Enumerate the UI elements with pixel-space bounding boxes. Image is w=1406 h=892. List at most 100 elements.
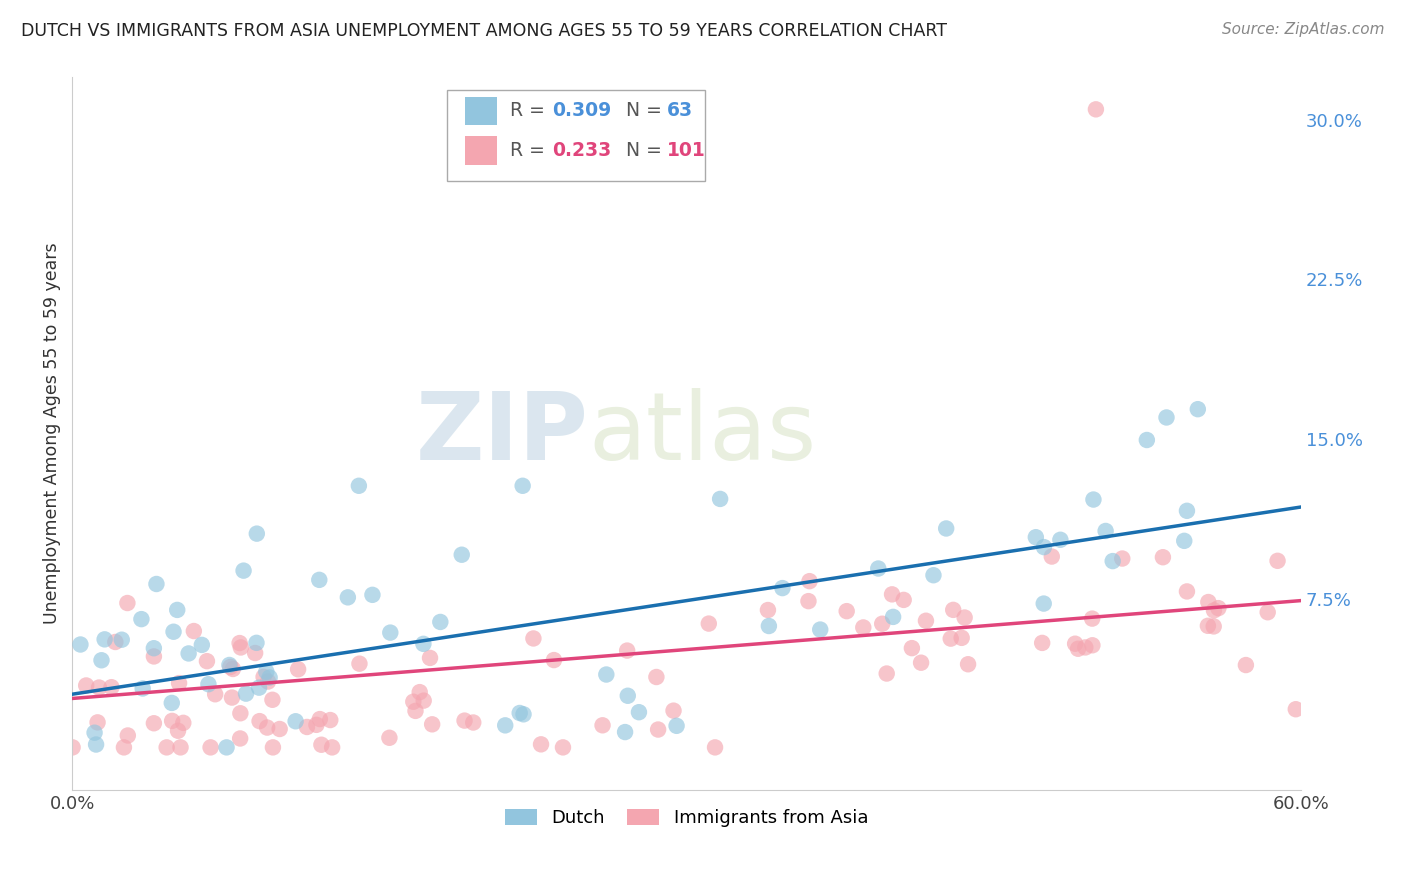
Point: [412, 637, 434, 651]
Point: [543, 653, 565, 667]
Point: [1197, 619, 1219, 633]
Point: [380, 625, 402, 640]
Point: [697, 616, 720, 631]
Point: [942, 603, 965, 617]
Point: [200, 740, 222, 755]
Point: [509, 706, 531, 720]
Point: [1040, 549, 1063, 564]
Point: [247, 681, 270, 695]
Point: [228, 636, 250, 650]
Point: [142, 716, 165, 731]
Point: [1049, 533, 1071, 547]
Point: [880, 587, 903, 601]
Point: [1031, 636, 1053, 650]
Point: [915, 614, 938, 628]
Text: N =: N =: [614, 102, 668, 120]
Point: [953, 610, 976, 624]
Point: [419, 651, 441, 665]
Point: [868, 561, 890, 575]
Bar: [465, 96, 498, 125]
Point: [252, 670, 274, 684]
Point: [1197, 595, 1219, 609]
Point: [191, 638, 214, 652]
Point: [145, 577, 167, 591]
Point: [647, 723, 669, 737]
Point: [1208, 601, 1230, 615]
Point: [195, 654, 218, 668]
Point: [592, 718, 614, 732]
Point: [1083, 492, 1105, 507]
Point: [1285, 702, 1308, 716]
Point: [616, 643, 638, 657]
Point: [162, 624, 184, 639]
Bar: [465, 136, 498, 165]
Point: [287, 662, 309, 676]
Point: [269, 722, 291, 736]
Point: [402, 695, 425, 709]
Point: [131, 681, 153, 696]
Point: [347, 479, 370, 493]
Point: [939, 632, 962, 646]
Point: [1187, 402, 1209, 417]
Point: [758, 619, 780, 633]
Point: [797, 594, 820, 608]
FancyBboxPatch shape: [447, 89, 704, 181]
Point: [1064, 637, 1087, 651]
Point: [1136, 433, 1159, 447]
Point: [870, 616, 893, 631]
Point: [799, 574, 821, 589]
Point: [893, 593, 915, 607]
Point: [167, 676, 190, 690]
Point: [876, 666, 898, 681]
Text: R =: R =: [509, 102, 550, 120]
Point: [183, 624, 205, 638]
Point: [1202, 603, 1225, 617]
Point: [308, 712, 330, 726]
Point: [1074, 640, 1097, 655]
Point: [551, 740, 574, 755]
Point: [1152, 550, 1174, 565]
Point: [69, 638, 91, 652]
Point: [262, 740, 284, 755]
Point: [1257, 605, 1279, 619]
Point: [530, 737, 553, 751]
Text: 101: 101: [666, 141, 706, 160]
Text: Source: ZipAtlas.com: Source: ZipAtlas.com: [1222, 22, 1385, 37]
Point: [1175, 584, 1198, 599]
Point: [75, 678, 97, 692]
Point: [284, 714, 307, 729]
Point: [595, 667, 617, 681]
Point: [910, 656, 932, 670]
Point: [1101, 554, 1123, 568]
Point: [222, 662, 245, 676]
Point: [361, 588, 384, 602]
Point: [770, 581, 793, 595]
Point: [156, 740, 179, 755]
Point: [645, 670, 668, 684]
Point: [349, 657, 371, 671]
Point: [100, 680, 122, 694]
Point: [420, 717, 443, 731]
Point: [665, 719, 688, 733]
Point: [104, 635, 127, 649]
Point: [1081, 638, 1104, 652]
Point: [219, 660, 242, 674]
Point: [1156, 410, 1178, 425]
Point: [131, 612, 153, 626]
Text: atlas: atlas: [588, 388, 817, 480]
Point: [62, 740, 84, 755]
Point: [218, 657, 240, 672]
Point: [169, 740, 191, 755]
Point: [704, 740, 727, 755]
Point: [1202, 619, 1225, 633]
Point: [412, 693, 434, 707]
Text: ZIP: ZIP: [415, 388, 588, 480]
Point: [117, 596, 139, 610]
Point: [197, 677, 219, 691]
Point: [111, 632, 134, 647]
Point: [142, 649, 165, 664]
Point: [221, 690, 243, 705]
Y-axis label: Unemployment Among Ages 55 to 59 years: Unemployment Among Ages 55 to 59 years: [44, 243, 60, 624]
Point: [1267, 554, 1289, 568]
Point: [1084, 103, 1107, 117]
